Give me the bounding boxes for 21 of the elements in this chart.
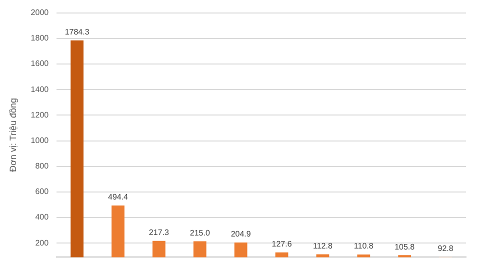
y-tick-label: 800: [35, 162, 50, 171]
y-tick-label: 1400: [30, 84, 50, 94]
y-tick-label: 1800: [30, 34, 50, 43]
data-label: 1784.3: [64, 28, 90, 37]
data-label: 217.3: [148, 228, 170, 238]
data-label: 494.4: [108, 192, 129, 202]
y-tick-label: 1000: [30, 136, 50, 145]
data-label: 105.8: [394, 242, 416, 252]
data-label: 127.6: [272, 240, 292, 249]
y-tick-label: 2000: [30, 8, 50, 18]
y-tick-label: 600: [35, 187, 50, 196]
data-label: 92.8: [438, 244, 454, 254]
y-tick-label: 400: [35, 212, 50, 222]
y-tick-label: 1200: [30, 110, 50, 120]
data-label: 215.0: [190, 228, 210, 238]
y-axis-title: Đơn vị: Triệu đồng: [8, 98, 18, 172]
data-label: 204.9: [230, 230, 252, 239]
data-label: 112.8: [312, 241, 333, 250]
y-tick-label: 200: [35, 238, 50, 248]
data-label: 110.8: [354, 242, 374, 251]
y-tick-label: 1600: [30, 59, 50, 68]
